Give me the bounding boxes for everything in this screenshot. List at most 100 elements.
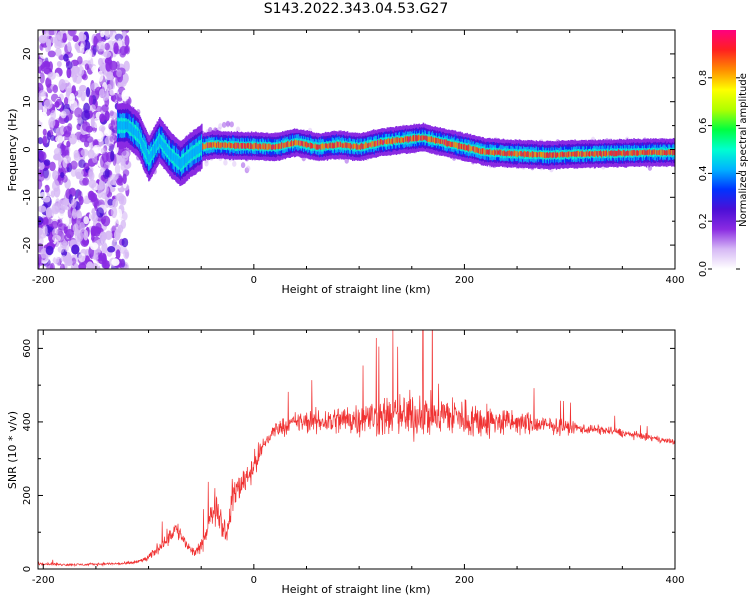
spectrogram-cell <box>38 58 43 66</box>
spectrogram-band <box>407 135 409 142</box>
spectrogram-band <box>411 136 414 142</box>
spectrogram-band <box>465 144 468 151</box>
spectrogram-band <box>148 154 151 163</box>
spectrogram-band <box>136 128 138 139</box>
spectrogram-cell <box>45 245 54 256</box>
spectrogram-band <box>534 151 537 158</box>
spectrogram-band <box>162 141 164 149</box>
spectrogram-cell <box>115 249 121 260</box>
spectrogram-band <box>344 142 346 148</box>
spectrogram-band <box>351 144 354 150</box>
spectrogram-band <box>132 127 135 135</box>
spectrogram-cell <box>51 204 60 215</box>
spectrogram-band <box>379 138 382 146</box>
spectrogram-band <box>214 141 217 148</box>
spectrogram-cell <box>112 130 117 137</box>
spectrogram-cell <box>49 161 56 172</box>
spectrogram-cell <box>124 35 130 47</box>
spectrogram-cell <box>83 229 89 241</box>
spectrogram-band <box>529 152 532 158</box>
spectrogram-band <box>528 151 530 157</box>
spectrogram-band <box>172 153 174 162</box>
spectrogram-cell <box>111 258 120 267</box>
spectrogram-band <box>353 143 356 149</box>
spectrogram-band <box>440 139 442 144</box>
spectrogram-band <box>219 142 222 148</box>
spectrogram-band <box>561 151 564 157</box>
spectrogram-cell <box>72 35 79 42</box>
spectrogram-band <box>325 143 328 148</box>
spectrogram-band <box>211 142 213 148</box>
spectrogram-cell <box>51 220 59 229</box>
spectrogram-band <box>375 140 377 147</box>
spectrogram-band <box>502 150 505 156</box>
spectrogram-band <box>386 138 388 144</box>
spectrogram-band <box>454 142 457 148</box>
spectrogram-band <box>499 149 501 156</box>
spectrogram-band <box>505 151 507 156</box>
spectrogram-cell <box>90 242 99 251</box>
spectrogram-band <box>518 151 521 156</box>
spectrogram-band <box>191 149 194 159</box>
spectrogram-band <box>373 141 375 147</box>
spectrogram-band <box>138 132 141 141</box>
spectrogram-cell <box>54 252 62 260</box>
spectrogram-band <box>270 143 272 150</box>
spectrogram-band <box>372 140 374 147</box>
spectrogram-cell <box>38 216 44 226</box>
spectrogram-band <box>303 141 305 147</box>
spectrogram-band <box>192 147 195 158</box>
spectrogram-band <box>538 151 541 158</box>
spectrogram-band <box>377 139 379 146</box>
spectrogram-band <box>119 121 121 129</box>
spectrogram-band <box>562 151 564 158</box>
spectrogram-cell <box>108 123 114 130</box>
spectrogram-band <box>159 135 161 145</box>
spectrogram-cell <box>78 159 86 169</box>
spectrogram-band <box>544 152 547 159</box>
spectrogram-band <box>480 148 482 155</box>
spectrogram-band <box>390 138 393 144</box>
spectrogram-cell <box>72 223 79 233</box>
spectrogram-band <box>304 142 307 147</box>
spectrogram-cell <box>84 136 94 143</box>
spectrogram-band <box>434 137 436 144</box>
spectrogram-band <box>339 141 341 148</box>
spectrogram-band <box>497 150 500 155</box>
spectrogram-band <box>327 143 329 149</box>
spectrogram-band <box>313 144 315 149</box>
spectrogram-band <box>571 151 574 157</box>
spectrogram-cell <box>65 61 73 70</box>
spectrogram-band <box>316 144 318 150</box>
spectrogram-band <box>515 151 517 156</box>
spectrogram-cell <box>80 148 89 157</box>
spectrogram-band <box>474 146 477 154</box>
spectrogram-band <box>321 143 324 149</box>
spectrogram-band <box>175 155 177 164</box>
spectrogram-cell <box>91 65 98 73</box>
spectrogram-cell <box>104 128 112 137</box>
spectrogram-band <box>519 150 521 157</box>
spectrogram-band <box>508 150 511 157</box>
spectrogram-band <box>380 138 383 145</box>
spectrogram-band <box>521 150 523 157</box>
spectrogram-band <box>485 149 487 155</box>
spectrogram-band <box>384 139 387 145</box>
spectrogram-band <box>311 143 313 149</box>
spectrogram-band <box>265 143 267 150</box>
spectrogram-band <box>185 154 187 163</box>
spectrogram-band <box>580 150 582 157</box>
spectrogram-band <box>157 139 159 148</box>
spectrogram-band <box>174 153 176 163</box>
spectrogram-cell <box>47 72 56 80</box>
spectrogram-band <box>493 149 495 156</box>
spectrogram-band <box>336 141 339 148</box>
spectrogram-band <box>223 142 226 149</box>
spectrogram-band <box>429 137 431 143</box>
spectrogram-cell <box>38 137 44 145</box>
spectrogram-band <box>221 142 223 148</box>
spectrogram-band <box>144 145 147 155</box>
spectrogram-cell <box>38 90 47 97</box>
spectrogram-band <box>281 142 283 149</box>
spectrogram-band <box>254 142 256 150</box>
